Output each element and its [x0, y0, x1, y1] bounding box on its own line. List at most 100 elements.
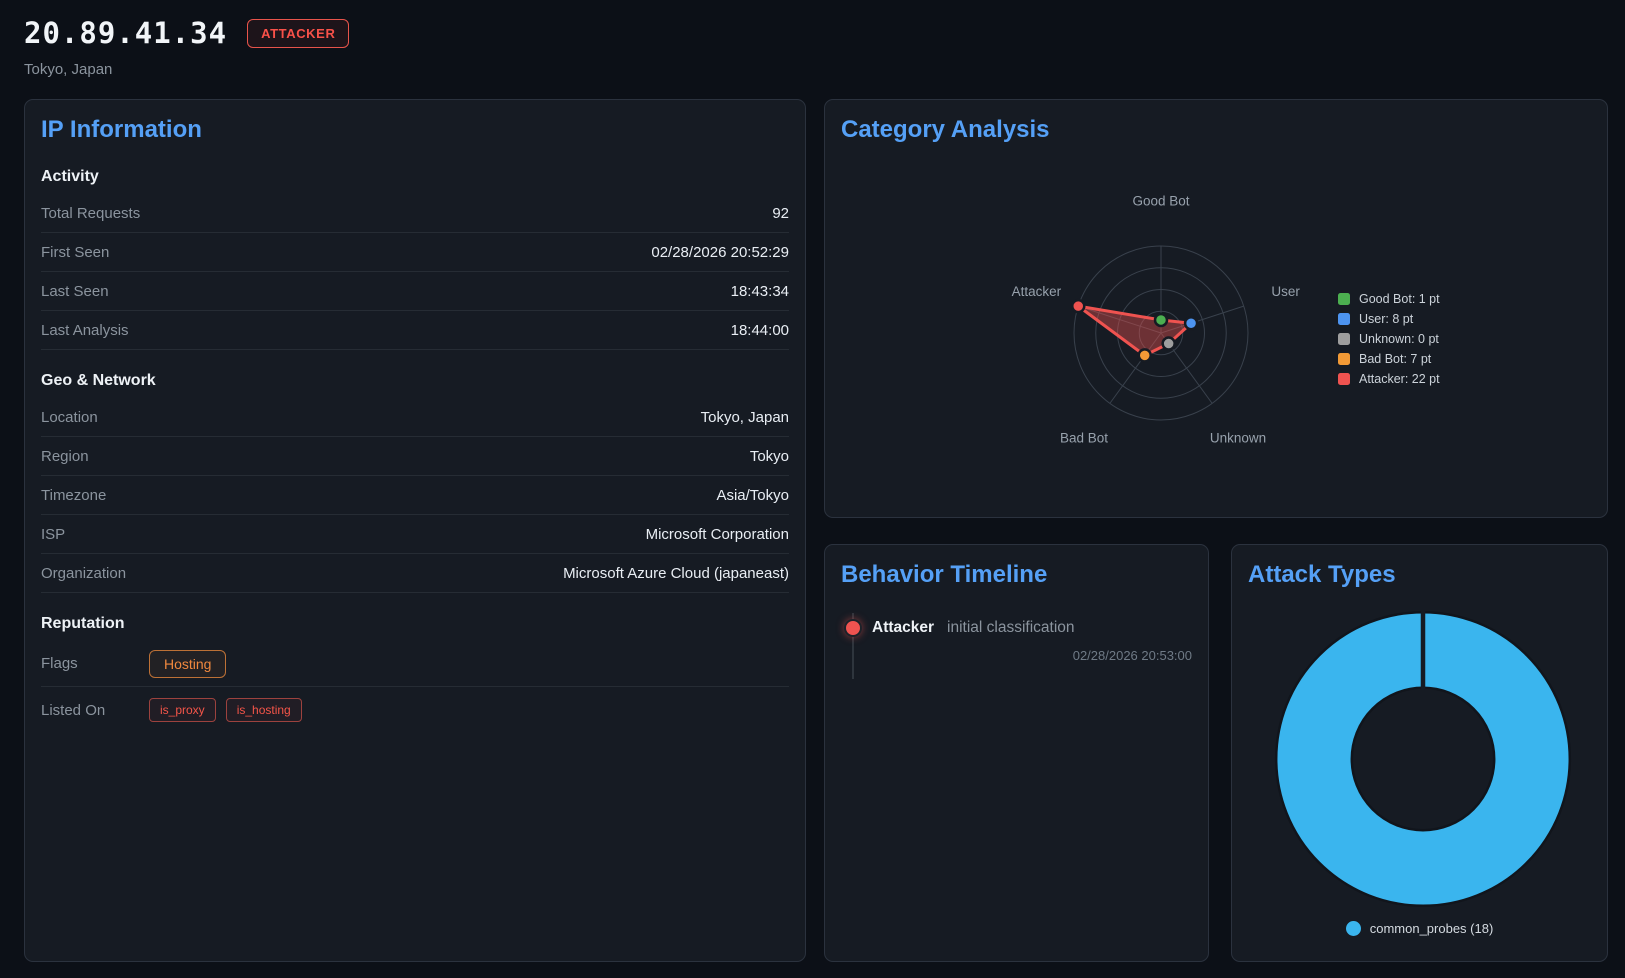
radar-axis-label: Good Bot [1132, 194, 1189, 209]
radar-data-point [1161, 336, 1176, 351]
legend-label: Good Bot: 1 pt [1359, 292, 1440, 306]
radar-grid-spoke [1078, 305, 1162, 334]
behavior-timeline-panel: Behavior Timeline Attacker initial classi… [824, 544, 1209, 962]
info-row: Total Requests 92 [41, 194, 789, 233]
right-column: Category Analysis Good Bot User Unknown Bad… [824, 99, 1608, 962]
attack-types-donut-chart[interactable] [1232, 545, 1609, 963]
legend-label: common_probes (18) [1369, 921, 1494, 936]
radar-data-point [1071, 298, 1086, 314]
radar-grid-spoke [1109, 332, 1162, 404]
donut-inner-edge [1350, 686, 1496, 832]
row-label: First Seen [41, 243, 110, 261]
reputation-badge: Hosting [149, 649, 227, 678]
legend-swatch [1345, 921, 1361, 936]
row-value: Tokyo, Japan [700, 408, 789, 426]
radar-data-point [1137, 348, 1152, 363]
behavior-timeline-title: Behavior Timeline [841, 561, 1048, 588]
row-label: Total Requests [41, 204, 141, 222]
legend-swatch [1338, 313, 1350, 325]
legend-label: Unknown: 0 pt [1359, 332, 1439, 346]
ip-address-title: 20.89.41.34 [24, 16, 228, 50]
radar-legend-item[interactable]: User: 8 pt [1338, 309, 1440, 329]
radar-data-point [1153, 312, 1169, 328]
info-section: Activity Total Requests 92 First Seen 02/28/… [41, 166, 789, 350]
row-value: 18:43:34 [730, 282, 789, 300]
info-section: Geo & Network Location Tokyo, Japan Region T… [41, 370, 789, 593]
timeline-line [852, 613, 854, 679]
info-row: Last Analysis 18:44:00 [41, 311, 789, 350]
legend-label: User: 8 pt [1359, 312, 1414, 326]
radar-axis-label: Attacker [1012, 284, 1062, 299]
section-heading: Geo & Network [41, 372, 156, 389]
row-label: Organization [41, 564, 127, 582]
timeline-event-head: Attacker initial classification [872, 617, 1192, 639]
badge-group: is_proxy is_hosting [149, 698, 302, 722]
timeline-event-category: Attacker [872, 619, 935, 636]
row-value: 02/28/2026 20:52:29 [651, 243, 789, 261]
ip-information-title: IP Information [41, 116, 202, 143]
donut-legend: common_probes (18) [1232, 921, 1607, 936]
radar-axis-label: User [1271, 284, 1300, 299]
timeline-event: Attacker initial classification 02/28/2026… [841, 613, 1192, 679]
radar-legend-item[interactable]: Good Bot: 1 pt [1338, 289, 1440, 309]
row-label: Flags [41, 655, 78, 672]
header-location: Tokyo, Japan [24, 61, 113, 78]
attack-types-panel: Attack Types common_probes (18) [1231, 544, 1608, 962]
row-value: Microsoft Corporation [645, 525, 789, 543]
info-row: ISP Microsoft Corporation [41, 515, 789, 554]
row-value: 92 [772, 204, 789, 222]
row-label: Listed On [41, 701, 106, 719]
info-row: Flags Hosting [41, 641, 789, 687]
info-row: First Seen 02/28/2026 20:52:29 [41, 233, 789, 272]
row-value: Microsoft Azure Cloud (japaneast) [563, 564, 789, 582]
timeline-event-dot [844, 619, 862, 637]
radar-legend-item[interactable]: Unknown: 0 pt [1338, 329, 1440, 349]
radar-axis-label: Bad Bot [1060, 431, 1108, 446]
timeline: Attacker initial classification 02/28/2026… [841, 613, 1192, 679]
attack-types-title: Attack Types [1248, 561, 1396, 588]
row-label: Timezone [41, 486, 107, 504]
category-analysis-panel: Category Analysis Good Bot User Unknown Bad… [824, 99, 1608, 518]
row-value: Tokyo [749, 447, 789, 465]
legend-swatch [1338, 333, 1350, 345]
section-heading: Reputation [41, 615, 125, 632]
row-label: Region [41, 447, 89, 465]
row-label: Last Analysis [41, 321, 129, 339]
category-radar-chart[interactable]: Good Bot User Unknown Bad Bot Attacker [825, 100, 1609, 519]
legend-label: Attacker: 22 pt [1359, 372, 1440, 386]
row-label: Location [41, 408, 98, 426]
legend-swatch [1338, 293, 1350, 305]
page-header: 20.89.41.34 ATTACKER Tokyo, Japan [24, 14, 1608, 78]
timeline-event-timestamp: 02/28/2026 20:53:00 [1072, 648, 1192, 663]
info-row: Timezone Asia/Tokyo [41, 476, 789, 515]
donut-legend-item[interactable]: common_probes (18) [1345, 921, 1494, 936]
radar-grid-spoke [1160, 305, 1244, 334]
info-row: Organization Microsoft Azure Cloud (japan… [41, 554, 789, 593]
radar-axis-label: Unknown [1210, 431, 1266, 446]
reputation-badge: is_hosting [225, 698, 302, 722]
row-label: ISP [41, 525, 66, 543]
category-analysis-title: Category Analysis [841, 116, 1050, 143]
ip-information-panel: IP Information Activity Total Requests 92 F… [24, 99, 806, 962]
row-label: Last Seen [41, 282, 109, 300]
info-row: Last Seen 18:43:34 [41, 272, 789, 311]
info-row: Location Tokyo, Japan [41, 398, 789, 437]
ip-information-sections: Activity Total Requests 92 First Seen 02/28/… [41, 166, 789, 733]
badge-group: Hosting [149, 649, 227, 678]
dashboard-grid: IP Information Activity Total Requests 92 F… [24, 99, 1608, 962]
legend-label: Bad Bot: 7 pt [1359, 352, 1432, 366]
radar-legend: Good Bot: 1 pt User: 8 pt Unknown: 0 pt Bad… [1338, 289, 1440, 389]
timeline-event-description: initial classification [947, 619, 1075, 636]
info-row: Region Tokyo [41, 437, 789, 476]
info-row: Listed On is_proxy is_hosting [41, 687, 789, 733]
row-value: 18:44:00 [730, 321, 789, 339]
radar-data-point [1183, 315, 1199, 331]
bottom-row: Behavior Timeline Attacker initial classi… [824, 544, 1608, 962]
classification-badge: ATTACKER [247, 18, 350, 48]
reputation-badge: is_proxy [149, 698, 216, 722]
radar-legend-item[interactable]: Bad Bot: 7 pt [1338, 349, 1440, 369]
radar-legend-item[interactable]: Attacker: 22 pt [1338, 369, 1440, 389]
info-section: Reputation Flags Hosting Listed On is_proxy i… [41, 613, 789, 733]
row-value: Asia/Tokyo [716, 486, 789, 504]
